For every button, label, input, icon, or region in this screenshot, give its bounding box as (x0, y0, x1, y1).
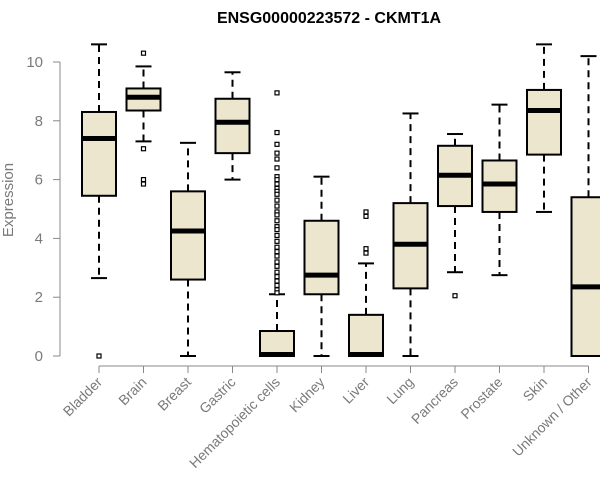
box-iqr (214, 97, 251, 155)
outlier-point (274, 253, 280, 259)
outlier-point (140, 50, 147, 56)
outlier-point (274, 232, 280, 239)
box-kidney (303, 175, 340, 357)
y-tick-label: 6 (35, 172, 43, 189)
box-lung (392, 112, 429, 357)
outlier-point (363, 209, 369, 215)
box-iqr (526, 88, 562, 156)
x-tick-label: Unknown / Other (509, 374, 595, 460)
box-unknown-other (570, 55, 600, 357)
y-axis: 0 2 4 6 8 10 (26, 54, 61, 365)
outlier-point (274, 191, 280, 197)
outlier-point (274, 259, 280, 265)
outlier-point (274, 290, 280, 296)
y-tick-label: 2 (35, 289, 43, 306)
outlier-point (274, 165, 280, 171)
x-tick-label: Breast (154, 374, 194, 414)
y-tick-label: 10 (26, 54, 43, 71)
x-tick-label: Liver (339, 374, 372, 407)
box-iqr (303, 219, 340, 296)
x-tick-label: Bladder (60, 374, 106, 420)
y-tick-label: 8 (35, 113, 43, 130)
outlier-point (274, 282, 280, 289)
y-tick-label: 4 (35, 230, 43, 247)
box-brain (125, 50, 162, 187)
outlier-point (140, 177, 147, 183)
x-tick-label: Gastric (196, 374, 239, 417)
outlier-point (363, 213, 369, 219)
outlier-point (274, 226, 280, 233)
outlier-point (274, 177, 280, 183)
chart-title: ENSG00000223572 - CKMT1A (217, 10, 442, 27)
box-bladder (81, 43, 117, 359)
y-axis-label: Expression (0, 163, 17, 237)
box-iqr (81, 110, 117, 197)
outlier-point (96, 353, 102, 359)
outlier-point (274, 90, 280, 96)
outlier-point (140, 146, 147, 152)
box-breast (170, 141, 206, 357)
x-tick-label: Lung (383, 374, 416, 407)
outlier-point (274, 129, 280, 136)
box-skin (526, 43, 562, 213)
box-gastric (214, 71, 251, 181)
outlier-point (274, 249, 280, 255)
outlier-point (363, 246, 369, 252)
box-prostate (481, 103, 518, 277)
outlier-point (274, 263, 280, 269)
outlier-point (452, 293, 458, 299)
outlier-point (274, 156, 280, 162)
outlier-point (274, 181, 280, 187)
box-iqr (570, 196, 600, 357)
outlier-point (274, 278, 280, 284)
outlier-point (274, 274, 280, 280)
box-iqr (348, 313, 384, 357)
outlier-point (274, 212, 280, 218)
outlier-point (140, 181, 147, 187)
outlier-point (274, 269, 280, 275)
outlier-point (274, 150, 280, 156)
outlier-point (274, 244, 280, 250)
box-liver (348, 209, 384, 358)
outlier-point (274, 238, 280, 244)
y-tick-label: 0 (35, 348, 43, 365)
x-tick-label: Brain (115, 374, 149, 408)
outlier-point (274, 218, 280, 224)
box-iqr (170, 190, 206, 281)
box-hematopoietic-cells (259, 90, 295, 358)
outlier-point (274, 197, 280, 203)
outlier-point (274, 141, 280, 147)
box-group (81, 43, 600, 359)
box-pancreas (437, 133, 473, 299)
x-tick-label: Prostate (457, 374, 505, 422)
x-tick-label: Pancreas (408, 374, 461, 427)
x-tick-label: Skin (520, 374, 551, 405)
x-tick-label: Kidney (286, 374, 328, 416)
outlier-point (274, 203, 280, 209)
box-iqr (259, 330, 295, 358)
outlier-point (363, 250, 369, 256)
